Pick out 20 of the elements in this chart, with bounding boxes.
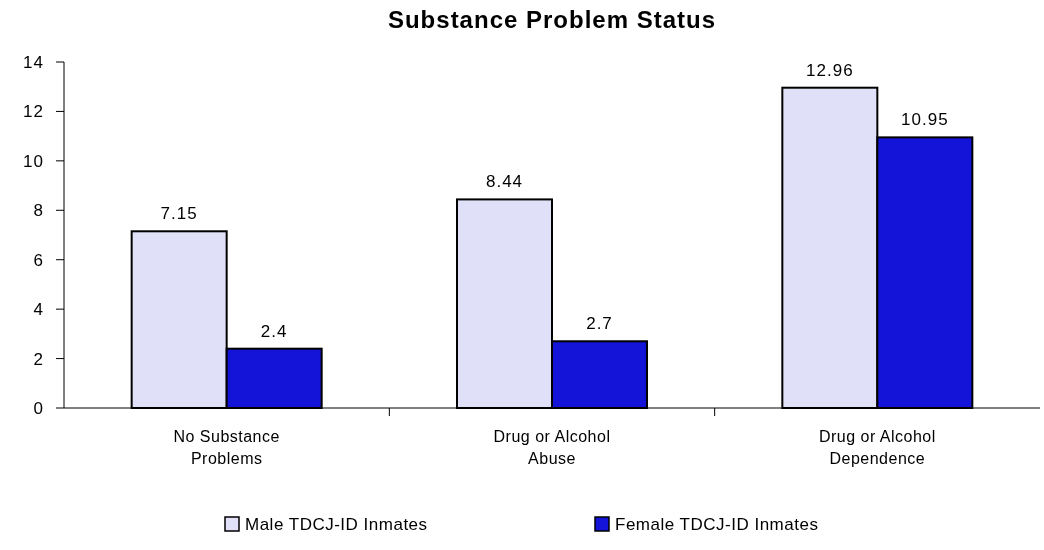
chart-title: Substance Problem Status [387, 6, 717, 33]
x-tick-label: Drug or Alcohol Abuse [493, 428, 611, 467]
y-tick-label: 8 [33, 201, 44, 221]
legend-label: Male TDCJ-ID Inmates [245, 515, 428, 534]
x-tick-label: No Substance Problems [173, 428, 280, 467]
data-label: 7.15 [160, 204, 198, 224]
data-label: 2.4 [260, 321, 288, 341]
data-label: 2.7 [586, 314, 613, 334]
y-tick-label: 2 [33, 349, 44, 369]
x-tick-label: Drug or Alcohol Dependence [818, 428, 936, 467]
data-label: 8.44 [485, 172, 524, 192]
y-tick-label: 4 [33, 300, 44, 320]
data-label: 12.96 [806, 60, 854, 80]
data-label: 10.95 [901, 110, 949, 130]
y-tick-label: 14 [23, 52, 44, 72]
y-tick-label: 6 [33, 250, 44, 270]
y-tick-label: 10 [23, 151, 44, 171]
y-tick-label: 12 [23, 102, 44, 122]
legend-label: Female TDCJ-ID Inmates [615, 515, 819, 534]
y-tick-label: 0 [33, 398, 44, 418]
